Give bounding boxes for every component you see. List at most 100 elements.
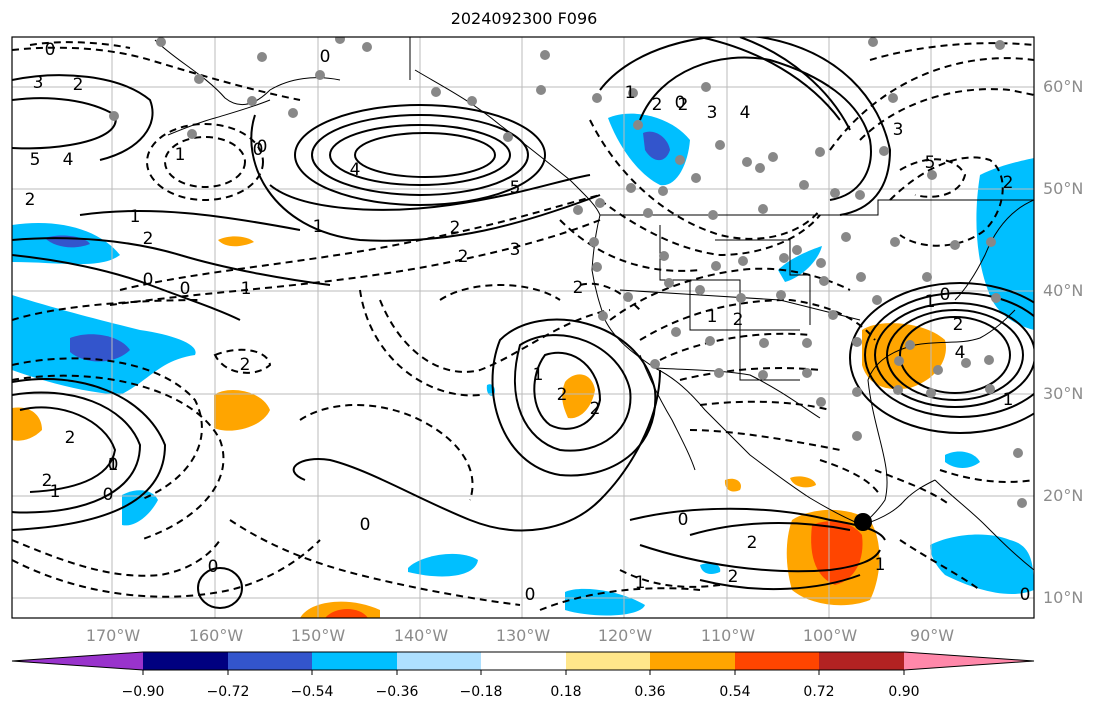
storm-center-marker: [854, 513, 872, 531]
colorbar-tick-label: 0.36: [634, 684, 666, 700]
lat-label: 20°N: [1043, 486, 1084, 505]
contour-label: 2: [557, 385, 568, 405]
contour-label: 2: [240, 355, 251, 375]
contour-label: 2: [747, 533, 758, 553]
lon-label: 150°W: [290, 626, 346, 645]
contour-label: 2: [450, 218, 461, 238]
lon-label: 170°W: [85, 626, 141, 645]
lon-label: 120°W: [597, 626, 653, 645]
contour-label: 0: [257, 137, 268, 157]
contour-label: 2: [953, 315, 964, 335]
colorbar-bin: [312, 652, 397, 670]
lat-label: 60°N: [1043, 77, 1084, 96]
contour-label: 0: [678, 510, 689, 530]
contour-label: 2: [1003, 173, 1014, 193]
contour-label: 2: [728, 567, 739, 587]
contour-label: 2: [42, 471, 53, 491]
graticule: [12, 37, 1034, 618]
contour-label: 0: [45, 40, 56, 60]
contours-dashed: [12, 41, 1034, 611]
contour-label: 0: [108, 455, 119, 475]
contour-label: 1: [707, 307, 718, 327]
contour-label: 2: [65, 428, 76, 448]
contour-label: 1: [635, 573, 646, 593]
contour-label: 1: [130, 207, 141, 227]
coastlines: [154, 37, 1034, 571]
lon-label: 90°W: [909, 626, 955, 645]
lat-label: 50°N: [1043, 179, 1084, 198]
lon-label: 110°W: [700, 626, 756, 645]
contour-label: 2: [678, 95, 689, 115]
shading-positive: [12, 236, 946, 618]
contour-label: 1: [175, 145, 186, 165]
colorbar-extend-low: [12, 652, 143, 670]
colorbar-tick-label: 0.72: [803, 684, 835, 700]
colorbar-bin: [397, 652, 481, 670]
contour-label: 0: [940, 285, 951, 305]
contour-label: 5: [510, 178, 521, 198]
contour-label: 2: [573, 278, 584, 298]
station-markers: [109, 37, 1027, 508]
contour-label: 0: [253, 140, 264, 160]
contour-label: 3: [510, 240, 521, 260]
colorbar-bin: [819, 652, 904, 670]
shading-negative: [12, 113, 1034, 616]
contour-label: 1: [925, 292, 936, 312]
colorbar-tick-label: −0.18: [459, 684, 503, 700]
contour-label: 2: [590, 399, 601, 419]
contour-label: 3: [707, 103, 718, 123]
colorbar-bin: [566, 652, 650, 670]
map-area: 0 3 2 5 4 1 2 0 1 4 5 2 1 0 2 2 3 2 2 1 …: [12, 37, 1034, 618]
contour-label: 0: [320, 47, 331, 67]
contour-label: 4: [350, 160, 361, 180]
map-frame: [11, 36, 1035, 619]
contour-label: 0: [208, 557, 219, 577]
contour-label: 1: [50, 482, 61, 502]
contour-label: 0: [103, 485, 114, 505]
contour-label: 4: [740, 103, 751, 123]
colorbar-tick-label: −0.54: [290, 684, 334, 700]
map-title: 2024092300 F096: [450, 9, 598, 28]
colorbar-tick-label: −0.36: [375, 684, 419, 700]
lat-label: 30°N: [1043, 384, 1084, 403]
contour-label: 2: [25, 190, 36, 210]
colorbar: [11, 651, 1035, 675]
colorbar-bin: [143, 652, 228, 670]
contour-label: 0: [180, 279, 191, 299]
colorbar-bin: [650, 652, 735, 670]
contour-label: 1: [108, 455, 119, 475]
contours-solid: [12, 37, 1034, 609]
contour-label: 4: [63, 150, 74, 170]
colorbar-bin: [735, 652, 819, 670]
colorbar-tick-label: 0.18: [550, 684, 582, 700]
contour-labels: 0 3 2 5 4 1 2 0 1 4 5 2 1 0 2 2 3 2 2 1 …: [25, 40, 1031, 605]
contour-label: 3: [893, 120, 904, 140]
contour-label: 0: [525, 585, 536, 605]
contour-label: 5: [925, 153, 936, 173]
colorbar-bin: [481, 652, 566, 670]
colorbar-tick-label: 0.90: [888, 684, 920, 700]
contour-label: 2: [458, 247, 469, 267]
contour-label: 1: [241, 279, 252, 299]
lon-label: 140°W: [393, 626, 449, 645]
lon-label: 100°W: [802, 626, 858, 645]
contour-label: 5: [30, 150, 41, 170]
contour-label: 2: [652, 95, 663, 115]
contour-label: 2: [143, 229, 154, 249]
contour-label: 1: [313, 217, 324, 237]
contour-label: 0: [675, 93, 686, 113]
contour-label: 0: [143, 270, 154, 290]
contour-label: 1: [533, 365, 544, 385]
contour-label: 3: [33, 73, 44, 93]
lon-label: 160°W: [188, 626, 244, 645]
contour-label: 2: [733, 310, 744, 330]
lon-label: 130°W: [495, 626, 551, 645]
contour-label: 4: [955, 343, 966, 363]
contour-label: 1: [875, 555, 886, 575]
colorbar-extend-high: [904, 652, 1034, 670]
colorbar-tick-label: −0.72: [206, 684, 250, 700]
contour-label: 1: [1003, 390, 1014, 410]
lat-label: 10°N: [1043, 588, 1084, 607]
colorbar-bin: [228, 652, 312, 670]
